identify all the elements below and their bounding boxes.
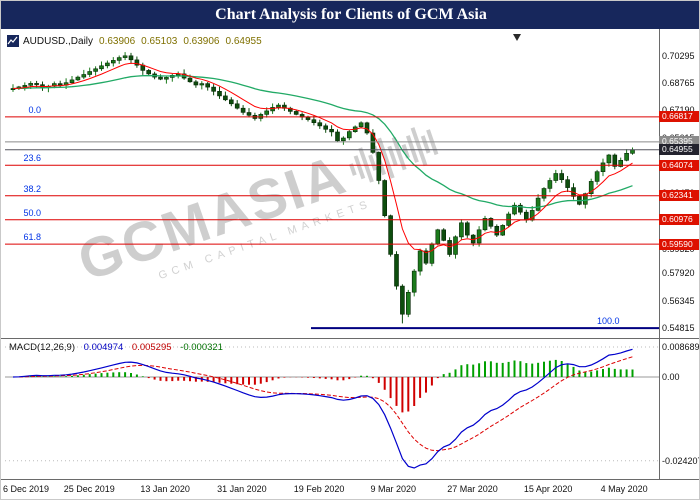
ohlc-low: 0.63906 xyxy=(183,35,220,47)
price-axis-separator xyxy=(659,29,660,479)
price-axis-tick: 0.57920 xyxy=(662,268,695,279)
price-axis-tick: 0.67190 xyxy=(662,105,695,116)
chart-icon xyxy=(7,35,19,47)
symbol-header: AUDUSD.,Daily 0.63906 0.65103 0.63906 0.… xyxy=(7,35,262,47)
title-bar: Chart Analysis for Clients of GCM Asia xyxy=(1,1,699,29)
fib-level-label: 0.0 xyxy=(28,104,41,115)
date-axis-label: 27 Mar 2020 xyxy=(447,484,498,494)
price-axis-tick: 0.68765 xyxy=(662,77,695,88)
macd-axis-tick: 0.00 xyxy=(662,372,680,383)
page-title: Chart Analysis for Clients of GCM Asia xyxy=(215,6,487,23)
date-axis-label: 15 Apr 2020 xyxy=(523,484,573,494)
ohlc-close: 0.64955 xyxy=(225,35,262,47)
date-axis-label: 6 Dec 2019 xyxy=(3,484,50,494)
date-axis-separator xyxy=(1,479,699,480)
fib-price-tag: 0.64074 xyxy=(659,159,699,171)
price-axis-tick: 0.54815 xyxy=(662,323,695,334)
macd-signal-value: 0.005295 xyxy=(131,342,172,353)
price-axis-tick: 0.70295 xyxy=(662,50,695,61)
fib-price-tag: 0.59590 xyxy=(659,238,699,250)
date-axis-label: 9 Mar 2020 xyxy=(370,484,417,494)
macd-hist-value: -0.000321 xyxy=(180,342,223,353)
chart-shift-marker-icon[interactable] xyxy=(513,34,521,41)
price-tag: 0.64955 xyxy=(659,144,699,156)
macd-value: 0.004974 xyxy=(83,342,124,353)
macd-label: MACD(12,26,9) xyxy=(9,342,75,353)
ohlc-high: 0.65103 xyxy=(141,35,178,47)
main-chart[interactable] xyxy=(5,31,659,338)
macd-axis-tick: -0.024207 xyxy=(662,455,700,466)
date-axis-label: 19 Feb 2020 xyxy=(293,484,345,494)
fib-price-tag: 0.66817 xyxy=(659,111,699,123)
date-axis-label: 13 Jan 2020 xyxy=(140,484,190,494)
fib-price-tag: 0.60976 xyxy=(659,214,699,226)
fib-level-label: 50.0 xyxy=(23,207,41,218)
date-axis-label: 4 May 2020 xyxy=(600,484,648,494)
macd-axis-tick: 0.008689 xyxy=(662,341,700,352)
price-axis-tick: 0.56345 xyxy=(662,296,695,307)
macd-panel[interactable] xyxy=(5,339,659,479)
date-axis-label: 25 Dec 2019 xyxy=(63,484,115,494)
price-tag: 0.65395 xyxy=(659,136,699,148)
date-axis-label: 31 Jan 2020 xyxy=(217,484,267,494)
fib-level-label: 38.2 xyxy=(23,183,41,194)
panel-divider[interactable] xyxy=(1,338,699,339)
ohlc-open: 0.63906 xyxy=(99,35,136,47)
fib-level-label: 100.0 xyxy=(597,316,620,327)
macd-header: MACD(12,26,9) 0.004974 0.005295 -0.00032… xyxy=(9,342,223,353)
fib-level-label: 23.6 xyxy=(23,153,41,164)
fib-price-tag: 0.62341 xyxy=(659,190,699,202)
symbol-label: AUDUSD.,Daily xyxy=(23,35,94,47)
chart-panel: GCMASIA GCM CAPITAL MARKETS AUDUSD.,Dail… xyxy=(1,29,700,499)
fib-level-label: 61.8 xyxy=(23,232,41,243)
